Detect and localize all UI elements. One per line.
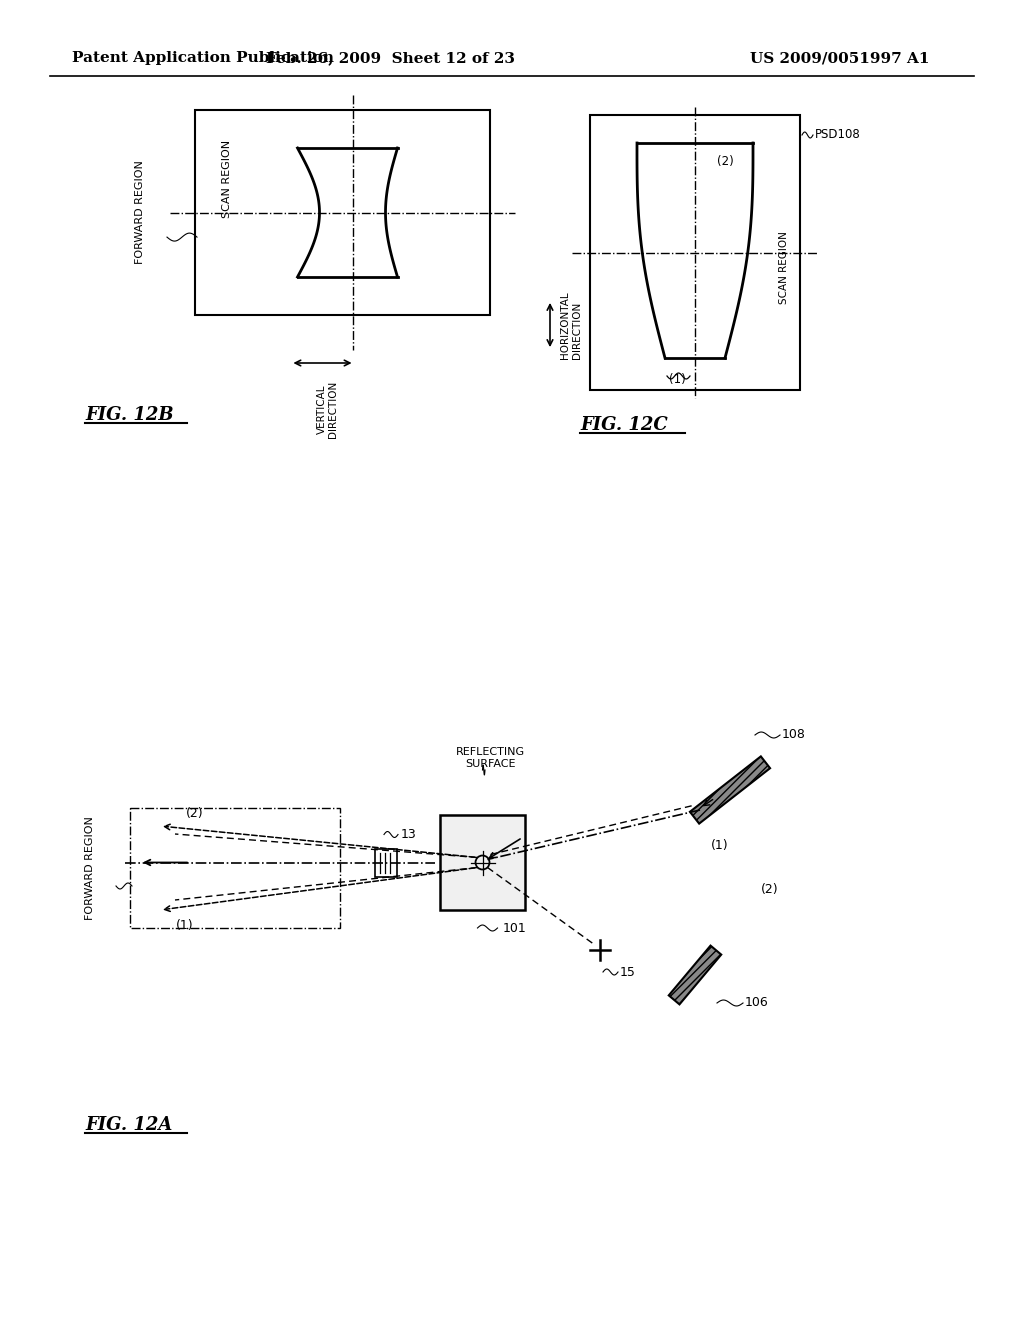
Text: (1): (1) — [176, 919, 194, 932]
Text: REFLECTING
SURFACE: REFLECTING SURFACE — [456, 747, 524, 768]
Bar — [440, 814, 525, 909]
Text: SCAN REGION: SCAN REGION — [222, 140, 232, 218]
Bar — [130, 808, 340, 928]
Text: (2): (2) — [717, 154, 733, 168]
Text: 106: 106 — [745, 997, 769, 1010]
Text: FORWARD REGION: FORWARD REGION — [135, 161, 145, 264]
Polygon shape — [669, 945, 721, 1005]
Text: US 2009/0051997 A1: US 2009/0051997 A1 — [750, 51, 930, 65]
Text: (2): (2) — [761, 883, 779, 896]
Bar — [195, 110, 490, 315]
Text: VERTICAL
DIRECTION: VERTICAL DIRECTION — [316, 381, 338, 438]
Text: PSD108: PSD108 — [815, 128, 861, 141]
Text: SCAN REGION: SCAN REGION — [779, 231, 790, 304]
Text: FIG. 12B: FIG. 12B — [85, 407, 174, 424]
Text: Feb. 26, 2009  Sheet 12 of 23: Feb. 26, 2009 Sheet 12 of 23 — [265, 51, 514, 65]
Polygon shape — [690, 756, 770, 824]
Bar — [375, 849, 397, 876]
Text: 15: 15 — [620, 965, 636, 978]
Text: Patent Application Publication: Patent Application Publication — [72, 51, 334, 65]
Text: (1): (1) — [669, 374, 685, 387]
Text: FIG. 12C: FIG. 12C — [580, 416, 668, 434]
Text: (2): (2) — [186, 808, 204, 821]
Text: FIG. 12A: FIG. 12A — [85, 1115, 172, 1134]
Text: 101: 101 — [503, 921, 526, 935]
Text: (1): (1) — [712, 838, 729, 851]
Text: 108: 108 — [782, 729, 806, 742]
Text: HORIZONTAL
DIRECTION: HORIZONTAL DIRECTION — [560, 292, 582, 359]
Bar — [590, 115, 800, 389]
Text: FORWARD REGION: FORWARD REGION — [85, 816, 95, 920]
Text: 13: 13 — [401, 828, 417, 841]
